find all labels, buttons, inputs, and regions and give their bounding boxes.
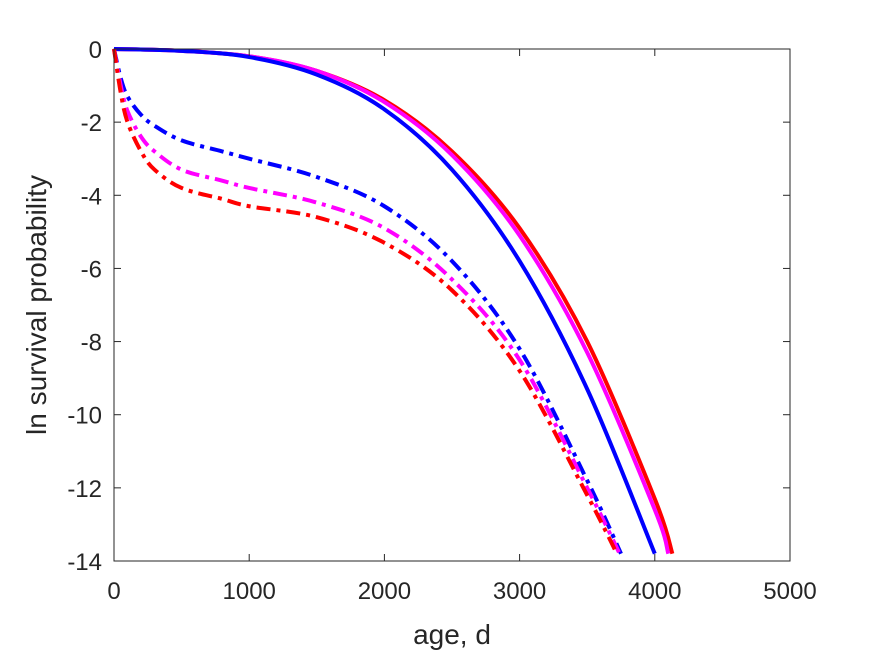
- y-tick-label: -2: [81, 110, 102, 137]
- x-tick-label: 4000: [628, 578, 681, 605]
- y-tick-label: -8: [81, 330, 102, 357]
- tick-layer: 0 1000 2000 3000 4000 5000 0 -2 -4 -6 -8 -10 -12 -14: [67, 37, 816, 605]
- y-tick-label: -4: [81, 183, 102, 210]
- x-tick-label: 1000: [223, 578, 276, 605]
- series-layer: [112, 47, 675, 555]
- y-tick-label: -12: [67, 476, 102, 503]
- y-tick-label: -10: [67, 403, 102, 430]
- dashdot-series-line-4: [112, 48, 622, 555]
- y-axis-label: ln survival probability: [21, 175, 52, 435]
- plot-area: [114, 49, 790, 561]
- dashdot-series-line-3: [112, 48, 623, 555]
- solid-series-line-2: [113, 47, 657, 555]
- y-tick-label: -6: [81, 256, 102, 283]
- x-tick-label: 0: [107, 578, 120, 605]
- dashdot-series-line-5: [112, 48, 619, 555]
- y-tick-label: -14: [67, 549, 102, 576]
- y-tick-label: 0: [89, 37, 102, 64]
- x-tick-label: 2000: [358, 578, 411, 605]
- plot-frame: [113, 48, 791, 562]
- x-axis-label: age, d: [413, 619, 491, 650]
- x-tick-label: 3000: [493, 578, 546, 605]
- x-tick-label: 5000: [763, 578, 816, 605]
